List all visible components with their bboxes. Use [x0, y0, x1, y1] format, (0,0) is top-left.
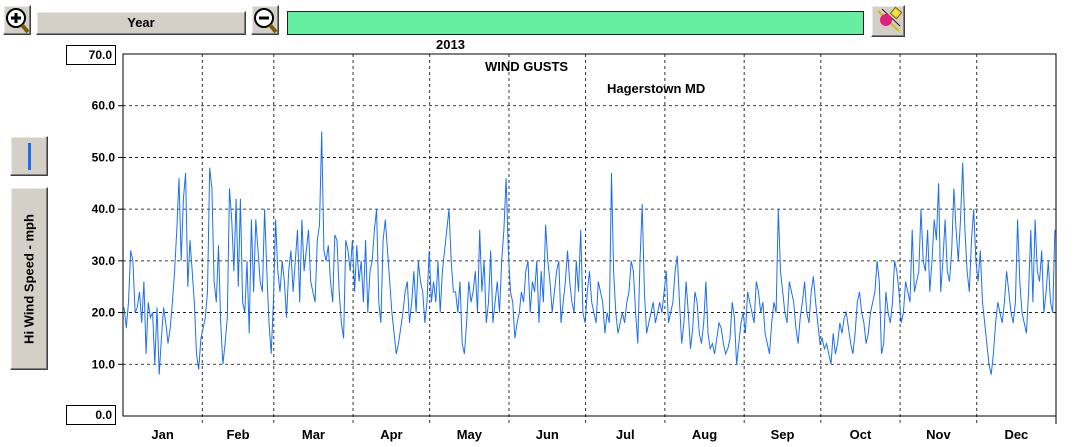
zoom-out-button[interactable]: [251, 5, 279, 35]
y-axis-max-input[interactable]: 70.0: [66, 45, 116, 65]
x-tick-label-jan: Jan: [151, 427, 173, 442]
y-tick-label: 60.0: [92, 99, 116, 113]
chart-title-bar: 2013 WIND GUSTS Hagerstown MD: [287, 11, 864, 96]
y-tick-label: 30.0: [92, 254, 116, 268]
x-tick-label-mar: Mar: [302, 427, 325, 442]
x-tick-label-sep: Sep: [771, 427, 795, 442]
x-tick-label-apr: Apr: [380, 427, 402, 442]
period-button[interactable]: Year: [36, 11, 246, 35]
x-tick-label-feb: Feb: [226, 427, 249, 442]
x-tick-label-dec: Dec: [1004, 427, 1028, 442]
zoom-in-button[interactable]: [3, 5, 31, 35]
title-text: WIND GUSTS: [485, 59, 569, 74]
y-tick-label: 20.0: [92, 306, 116, 320]
y-tick-label: 10.0: [92, 357, 116, 371]
x-tick-label-nov: Nov: [926, 427, 951, 442]
title-location: Hagerstown MD: [607, 81, 706, 96]
x-tick-label-oct: Oct: [850, 427, 872, 442]
y-tick-label: 50.0: [92, 150, 116, 164]
plot-area: [122, 53, 1057, 417]
y-axis-min-input[interactable]: 0.0: [66, 405, 116, 425]
x-tick-label-jun: Jun: [536, 427, 559, 442]
zoom-in-icon: [6, 8, 30, 34]
x-tick-label-jul: Jul: [616, 427, 635, 442]
color-picker-icon: [877, 6, 903, 32]
y-tick-label: 40.0: [92, 202, 116, 216]
title-year: 2013: [436, 37, 465, 52]
x-tick-label-may: May: [457, 427, 483, 442]
series-toggle-button[interactable]: [10, 136, 48, 176]
series-line-hi-wind-speed: [123, 131, 1056, 375]
y-axis-label-button[interactable]: Hi Wind Speed - mph: [10, 187, 48, 370]
series-color-swatch: [28, 143, 31, 170]
zoom-out-icon: [254, 8, 278, 34]
color-picker-button[interactable]: [871, 5, 905, 37]
x-tick-label-aug: Aug: [692, 427, 717, 442]
